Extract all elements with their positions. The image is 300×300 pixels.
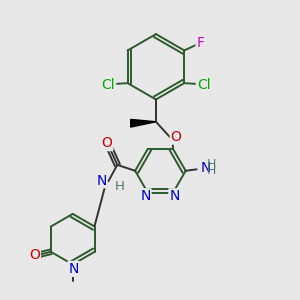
- Text: N: N: [200, 161, 211, 175]
- Text: N: N: [68, 262, 79, 276]
- Text: Cl: Cl: [197, 78, 210, 92]
- Text: O: O: [171, 130, 182, 144]
- Text: O: O: [29, 248, 40, 262]
- Text: N: N: [97, 174, 107, 188]
- Text: F: F: [196, 36, 205, 50]
- Text: H: H: [115, 180, 125, 193]
- Text: Cl: Cl: [101, 78, 115, 92]
- Text: O: O: [101, 136, 112, 150]
- Text: H: H: [207, 164, 216, 177]
- Text: N: N: [140, 189, 151, 203]
- Polygon shape: [131, 119, 156, 127]
- Text: H: H: [207, 158, 216, 171]
- Text: N: N: [169, 189, 180, 203]
